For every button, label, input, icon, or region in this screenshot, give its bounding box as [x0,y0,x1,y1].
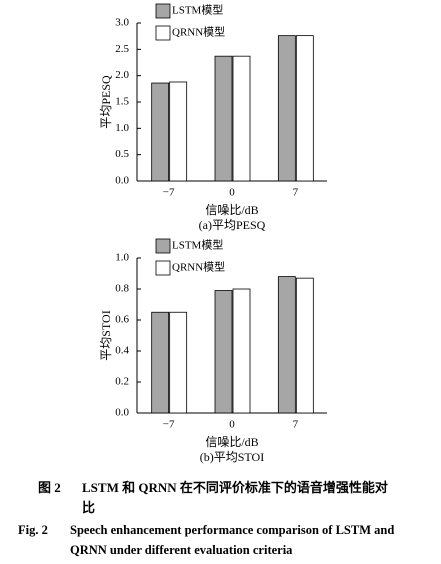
caption-label: Fig. 2 [18,523,48,537]
caption-en: Fig. 2 Speech enhancement performance co… [18,520,420,560]
y-tick-label: 0.0 [115,407,129,419]
charts: 0.00.51.01.52.02.53.0−7 0 7LSTM模型QRNN模型信噪比… [99,3,327,464]
bar [277,276,296,414]
bar [232,288,251,414]
y-tick-label: 0.8 [115,283,129,295]
legend-swatch [155,260,171,276]
bar [151,82,170,182]
legend-label: LSTM模型 [172,238,223,252]
caption-text: LSTM 和 QRNN 在不同评价标准下的语音增强性能对比 [82,480,388,515]
x-tick-label: −7 [163,419,175,431]
bar [214,290,233,414]
x-tick-label: 7 [293,419,299,431]
bar [232,55,251,182]
bar [169,81,188,182]
x-axis-label: 信噪比/dB [205,203,258,217]
y-tick-label: 0.5 [115,148,129,160]
bar [295,277,314,414]
legend-swatch [155,3,171,19]
x-tick-label: −7 [163,187,175,199]
caption-cn: 图 2 LSTM 和 QRNN 在不同评价标准下的语音增强性能对比 [38,478,400,518]
x-tick-label: 7 [293,187,299,199]
y-tick-label: 2.0 [115,69,129,81]
y-tick-label: 1.0 [115,122,129,134]
y-tick-label: 1.5 [115,96,129,108]
y-tick-label: 2.5 [115,43,129,55]
bar [295,35,314,182]
legend-label: QRNN模型 [172,25,225,39]
x-tick-label: 0 [229,187,235,199]
y-tick-label: 0.6 [115,314,129,326]
y-axis-label: 平均STOI [99,310,113,360]
x-tick-label: 0 [229,419,235,431]
y-tick-label: 0.2 [115,376,129,388]
bar [214,55,233,182]
caption-text: Speech enhancement performance compariso… [70,523,395,557]
y-tick-label: 0.4 [115,345,129,357]
bar [151,311,170,414]
legend-swatch [155,25,171,41]
x-axis-label: 信噪比/dB [205,435,258,449]
caption-label: 图 2 [38,480,61,495]
legend-swatch [155,238,171,254]
legend-label: QRNN模型 [172,260,225,274]
y-tick-label: 3.0 [115,17,129,29]
y-axis-label: 平均PESQ [99,75,113,129]
bar [277,35,296,182]
y-tick-label: 0.0 [115,175,129,187]
y-tick-label: 1.0 [115,252,129,264]
bar [169,311,188,414]
subtitle: (b)平均STOI [200,450,264,464]
subtitle: (a)平均PESQ [199,218,266,232]
legend-label: LSTM模型 [172,3,223,17]
